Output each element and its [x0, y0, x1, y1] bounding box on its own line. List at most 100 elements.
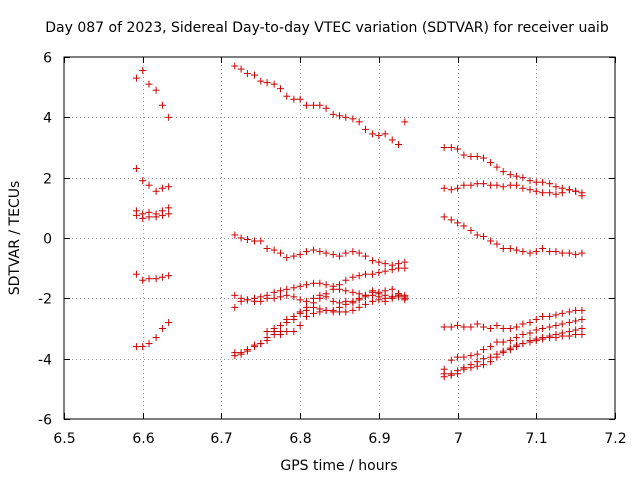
data-point [552, 311, 560, 319]
data-point [355, 118, 363, 126]
data-point [296, 296, 304, 304]
data-point [250, 237, 258, 245]
data-point [493, 163, 501, 171]
data-point [290, 252, 298, 260]
data-point [565, 318, 573, 326]
data-points [132, 62, 586, 381]
data-point [572, 187, 580, 195]
data-point [513, 181, 521, 189]
data-point [552, 190, 560, 198]
data-point [243, 347, 251, 355]
data-point [263, 245, 271, 253]
data-point [454, 321, 462, 329]
data-point [546, 323, 554, 331]
data-point [342, 287, 350, 295]
data-point [302, 101, 310, 109]
data-point [132, 74, 140, 82]
data-point [158, 273, 166, 281]
data-point [361, 291, 369, 299]
data-point [552, 183, 560, 191]
data-point [302, 303, 310, 311]
data-point [440, 373, 448, 381]
data-point [250, 343, 258, 351]
series-block3-s3 [440, 213, 586, 259]
data-point [460, 353, 468, 361]
data-point [480, 232, 488, 240]
data-point [493, 240, 501, 248]
data-point [270, 288, 278, 296]
data-point [263, 328, 271, 336]
data-point [237, 349, 245, 357]
data-point [152, 334, 160, 342]
data-point [519, 340, 527, 348]
data-point [519, 331, 527, 339]
data-point [532, 187, 540, 195]
series-block1-s2 [132, 165, 173, 195]
data-point [440, 213, 448, 221]
data-point [473, 320, 481, 328]
data-point [243, 296, 251, 304]
data-point [499, 338, 507, 346]
data-point [539, 189, 547, 197]
data-point [558, 309, 566, 317]
data-point [361, 125, 369, 133]
data-point [243, 70, 251, 78]
data-point [546, 189, 554, 197]
data-point [132, 165, 140, 173]
data-point [263, 79, 271, 87]
data-point [139, 343, 147, 351]
data-point [473, 350, 481, 358]
data-point [499, 325, 507, 332]
data-point [454, 184, 462, 192]
data-point [336, 281, 343, 289]
data-point [440, 144, 448, 151]
data-point [310, 246, 318, 254]
data-point [519, 184, 527, 192]
data-point [487, 181, 495, 189]
data-point [270, 80, 278, 88]
data-point [473, 231, 481, 239]
data-point [276, 331, 284, 339]
data-point [578, 249, 586, 257]
data-point [519, 320, 527, 328]
data-point [342, 113, 350, 121]
series-block3-s1 [440, 144, 586, 197]
data-point [342, 308, 350, 316]
data-point [296, 321, 304, 329]
x-tick-label: 6.7 [210, 431, 232, 447]
data-point [231, 291, 239, 299]
data-point [283, 285, 291, 293]
data-point [290, 293, 298, 301]
data-point [283, 315, 291, 323]
y-tick-label: 0 [43, 232, 52, 248]
data-point [322, 249, 330, 257]
x-tick-label: 6.8 [289, 431, 311, 447]
data-point [329, 308, 337, 316]
data-point [487, 325, 495, 332]
data-point [165, 183, 173, 191]
data-point [336, 112, 343, 120]
data-point [454, 145, 462, 153]
data-point [539, 325, 547, 332]
data-point [270, 294, 278, 302]
data-point [310, 309, 318, 317]
data-point [316, 101, 324, 109]
data-point [296, 282, 304, 290]
x-tick-label: 7.2 [604, 431, 626, 447]
data-point [237, 234, 245, 242]
x-tick-label: 6.6 [132, 431, 154, 447]
data-point [361, 270, 369, 278]
data-point [152, 213, 160, 221]
data-point [243, 236, 251, 244]
data-point [454, 219, 462, 227]
data-point [296, 251, 304, 259]
data-point [558, 249, 566, 257]
data-point [316, 248, 324, 256]
data-point [565, 186, 573, 194]
data-point [565, 308, 573, 316]
data-point [329, 297, 337, 305]
data-point [460, 365, 468, 373]
data-point [506, 346, 514, 354]
data-point [388, 294, 396, 302]
data-point [493, 321, 501, 329]
